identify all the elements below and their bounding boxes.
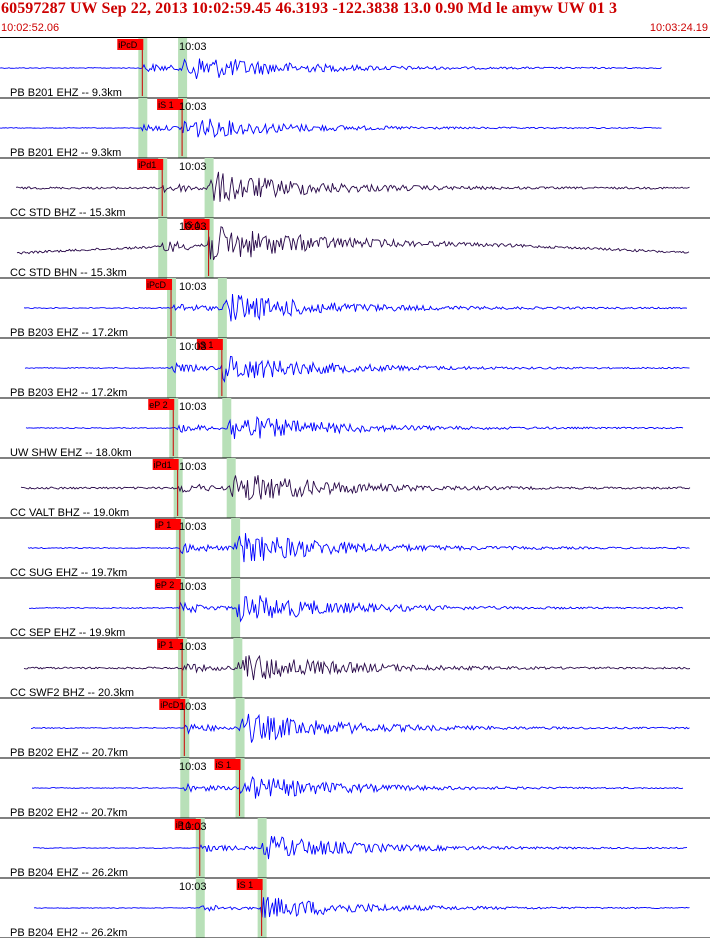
waveform-trace (27, 533, 690, 563)
s-window-band (257, 818, 267, 878)
pick-label: iS 1 (158, 100, 174, 110)
pick-label-box (183, 219, 210, 230)
minute-label: 10:03 (179, 161, 207, 173)
channel-label: PB B204 EH2 -- 26.2km (10, 927, 127, 938)
p-window-band (167, 338, 177, 398)
channel-label: PB B201 EH2 -- 9.3km (10, 147, 121, 159)
pick-label: iS 1 (216, 760, 232, 770)
header-divider (0, 37, 710, 38)
channel-label: PB B201 EHZ -- 9.3km (10, 87, 122, 99)
channel-label: PB B203 EH2 -- 17.2km (10, 387, 127, 399)
waveform-trace (23, 654, 691, 681)
waveform-trace (0, 118, 662, 138)
channel-label: PB B204 EHZ -- 26.2km (10, 867, 128, 879)
channel-label: PB B203 EHZ -- 17.2km (10, 327, 128, 339)
pick-label: iPcD (160, 700, 180, 710)
pick-label: iP 1 (156, 520, 171, 530)
channel-label: PB B202 EHZ -- 20.7km (10, 747, 128, 759)
waveform-trace (32, 836, 688, 860)
pick-label-box (117, 39, 144, 50)
waveform-trace (25, 416, 684, 440)
waveform-trace (33, 896, 690, 918)
pick-label: iPcD (118, 40, 138, 50)
pick-label: iPcD (147, 280, 167, 290)
pick-label-box (137, 159, 164, 170)
minute-label: 10:03 (179, 701, 207, 713)
pick-label-box (174, 819, 201, 830)
pick-label: iPd1 (154, 460, 172, 470)
pick-label-box (159, 699, 186, 710)
pick-label: iS 1 (238, 880, 254, 890)
minute-label: 10:03 (179, 641, 207, 653)
s-window-band (233, 638, 243, 698)
minute-label: 10:03 (179, 101, 207, 113)
channel-label: CC VALT BHZ -- 19.0km (10, 507, 129, 519)
pick-label-box (154, 579, 181, 590)
pick-label: iS 1 (185, 220, 201, 230)
pick-label: eP 2 (156, 580, 174, 590)
channel-label: CC SUG EHZ -- 19.7km (10, 567, 127, 579)
waveform-trace (15, 171, 690, 202)
minute-label: 10:03 (179, 41, 207, 53)
waveform-trace (20, 475, 691, 501)
pick-label-box (214, 759, 241, 770)
pick-label-box (157, 99, 184, 110)
waveform-trace (24, 355, 690, 383)
channel-label: CC SEP EHZ -- 19.9km (10, 627, 125, 639)
waveform-trace (30, 713, 690, 743)
channel-label: CC STD BHZ -- 15.3km (10, 207, 126, 219)
channel-label: UW SHW EHZ -- 18.0km (10, 447, 132, 459)
pick-label: iP 1 (158, 640, 173, 650)
waveform-trace (31, 776, 684, 799)
pick-label-box (196, 339, 223, 350)
channel-label: CC SWF2 BHZ -- 20.3km (10, 687, 134, 699)
pick-label-box (148, 399, 175, 410)
p-window-band (180, 758, 190, 818)
waveform-trace (16, 226, 690, 261)
pick-label: iP 1 (176, 820, 191, 830)
minute-label: 10:03 (179, 221, 207, 233)
pick-label-box (157, 639, 184, 650)
window-end-time: 10:03:24.19 (649, 22, 708, 34)
p-window-band (195, 878, 205, 938)
minute-label: 10:03 (179, 461, 207, 473)
pick-label-box (152, 459, 179, 470)
p-window-band (158, 218, 168, 278)
minute-label: 10:03 (179, 341, 207, 353)
minute-label: 10:03 (179, 281, 207, 293)
pick-label: iPd1 (138, 160, 156, 170)
pick-label-box (154, 519, 181, 530)
pick-label-box (146, 279, 173, 290)
minute-label: 10:03 (179, 521, 207, 533)
pick-label: iS 1 (198, 340, 214, 350)
pick-label: eP 2 (149, 400, 167, 410)
minute-label: 10:03 (179, 881, 207, 893)
waveform-trace (28, 595, 684, 623)
pick-label-box (236, 879, 263, 890)
s-window-band (204, 158, 214, 218)
waveform-trace (23, 293, 688, 322)
minute-label: 10:03 (179, 821, 207, 833)
waveform-trace (0, 58, 662, 80)
minute-label: 10:03 (179, 761, 207, 773)
window-start-time: 10:02:52.06 (1, 22, 60, 34)
channel-label: PB B202 EH2 -- 20.7km (10, 807, 127, 819)
event-header: 60597287 UW Sep 22, 2013 10:02:59.45 46.… (0, 0, 710, 38)
s-window-band (226, 458, 236, 518)
minute-label: 10:03 (179, 581, 207, 593)
event-title: 60597287 UW Sep 22, 2013 10:02:59.45 46.… (1, 0, 618, 17)
channel-label: CC STD BHN -- 15.3km (10, 267, 127, 279)
minute-label: 10:03 (179, 401, 207, 413)
s-window-band (231, 518, 241, 578)
